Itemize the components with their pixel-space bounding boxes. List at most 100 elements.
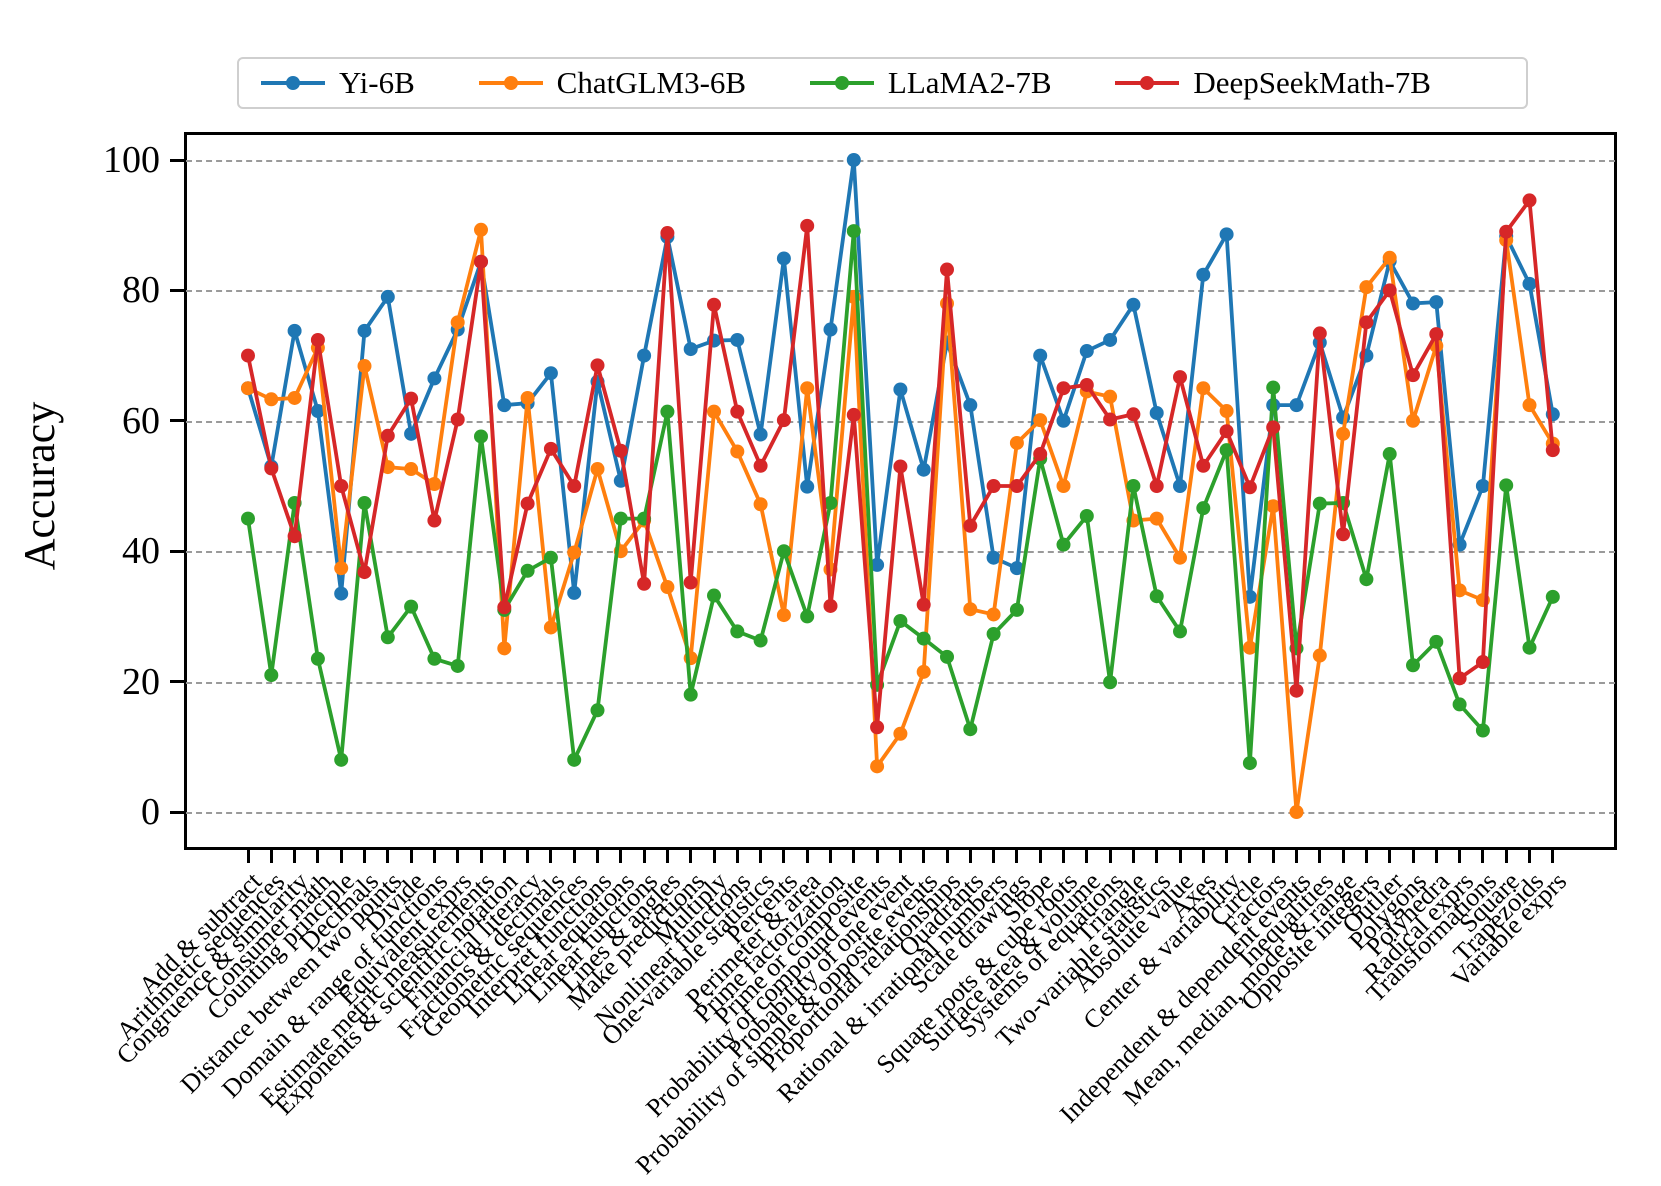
y-tick — [170, 680, 184, 684]
x-tick — [1201, 850, 1205, 863]
data-point — [404, 391, 419, 406]
x-tick — [922, 850, 926, 863]
x-tick — [829, 850, 832, 863]
data-point — [1266, 380, 1281, 395]
data-point — [893, 726, 908, 741]
data-point — [637, 348, 652, 363]
line-dot-marker-icon — [809, 75, 874, 91]
data-point — [963, 602, 978, 617]
x-tick — [992, 850, 996, 863]
x-tick — [549, 850, 553, 863]
data-point — [986, 607, 1001, 622]
data-point — [450, 315, 465, 330]
data-point — [1149, 405, 1164, 420]
x-tick — [269, 850, 273, 863]
data-point — [567, 752, 582, 767]
x-tick — [1458, 850, 1462, 863]
data-point — [543, 366, 558, 381]
data-point — [707, 297, 721, 312]
data-point — [264, 668, 279, 683]
data-point — [800, 479, 815, 494]
data-point — [893, 613, 908, 628]
x-tick — [1528, 850, 1531, 863]
data-point — [1056, 413, 1071, 428]
data-point — [613, 443, 628, 458]
data-point — [1009, 561, 1024, 576]
data-point — [427, 371, 442, 386]
data-point — [963, 398, 978, 413]
x-tick — [456, 850, 460, 863]
data-point — [287, 529, 302, 544]
data-point — [357, 359, 372, 374]
data-point — [1452, 583, 1467, 598]
data-point — [1266, 499, 1281, 514]
data-point — [1429, 327, 1444, 342]
data-point — [1079, 344, 1094, 359]
data-point — [1056, 381, 1071, 396]
data-point — [1522, 276, 1537, 291]
data-point — [986, 627, 1001, 642]
data-point — [1499, 224, 1514, 239]
x-tick — [479, 850, 483, 863]
data-point — [1545, 589, 1560, 604]
data-point — [1196, 267, 1211, 282]
data-point — [916, 631, 931, 646]
x-tick — [1062, 850, 1065, 863]
data-point — [427, 513, 442, 528]
x-tick — [945, 850, 949, 863]
data-point — [1126, 407, 1141, 422]
series-line-LLaMA2-7B — [246, 230, 1555, 767]
x-tick — [1178, 850, 1182, 863]
y-tick-label: 60 — [122, 399, 160, 442]
data-point — [730, 332, 745, 347]
data-point — [1336, 426, 1351, 441]
x-tick — [1341, 850, 1345, 863]
line-dot-marker-icon — [1115, 75, 1180, 91]
data-point — [1522, 640, 1537, 655]
data-point — [1452, 671, 1467, 686]
data-point — [1103, 412, 1118, 427]
data-point — [543, 550, 558, 565]
data-point — [404, 426, 419, 441]
data-point — [1312, 496, 1327, 511]
data-point — [823, 495, 838, 510]
data-point — [1242, 756, 1257, 771]
data-point — [474, 222, 488, 237]
data-point — [776, 608, 791, 623]
data-point — [683, 342, 698, 357]
x-tick — [1225, 850, 1229, 863]
data-point — [800, 381, 815, 396]
y-tick — [170, 810, 184, 814]
data-point — [1173, 550, 1187, 565]
data-point — [1056, 537, 1071, 552]
y-tick — [170, 419, 184, 423]
x-tick — [1318, 850, 1322, 863]
legend-label: ChatGLM3-6B — [556, 65, 747, 100]
data-point — [357, 565, 372, 580]
x-tick — [898, 850, 902, 863]
x-tick — [1295, 850, 1298, 863]
data-point — [1173, 370, 1187, 385]
data-point — [707, 404, 721, 419]
data-point — [1009, 479, 1024, 493]
data-point — [450, 658, 465, 673]
data-point — [1359, 572, 1374, 587]
data-point — [287, 323, 302, 338]
data-point — [800, 218, 815, 233]
x-tick — [805, 850, 809, 863]
data-point — [1219, 424, 1234, 439]
gridline — [186, 681, 1615, 684]
data-point — [1173, 479, 1187, 493]
data-point — [963, 518, 978, 533]
data-point — [776, 413, 791, 428]
data-point — [660, 404, 675, 419]
x-tick — [432, 850, 436, 863]
data-point — [567, 585, 582, 600]
x-tick — [619, 850, 623, 863]
data-point — [1289, 398, 1304, 413]
data-point — [1289, 683, 1304, 698]
data-point — [1359, 315, 1374, 330]
data-point — [1149, 589, 1164, 604]
x-tick — [712, 850, 716, 863]
